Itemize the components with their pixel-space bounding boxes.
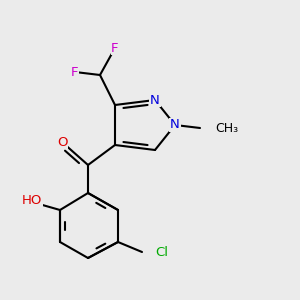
Text: N: N [170, 118, 180, 131]
Text: Cl: Cl [155, 245, 168, 259]
Text: CH₃: CH₃ [215, 122, 238, 134]
Text: F: F [111, 41, 119, 55]
Text: HO: HO [22, 194, 42, 206]
Text: O: O [57, 136, 67, 148]
Text: F: F [71, 65, 79, 79]
Text: N: N [150, 94, 160, 106]
